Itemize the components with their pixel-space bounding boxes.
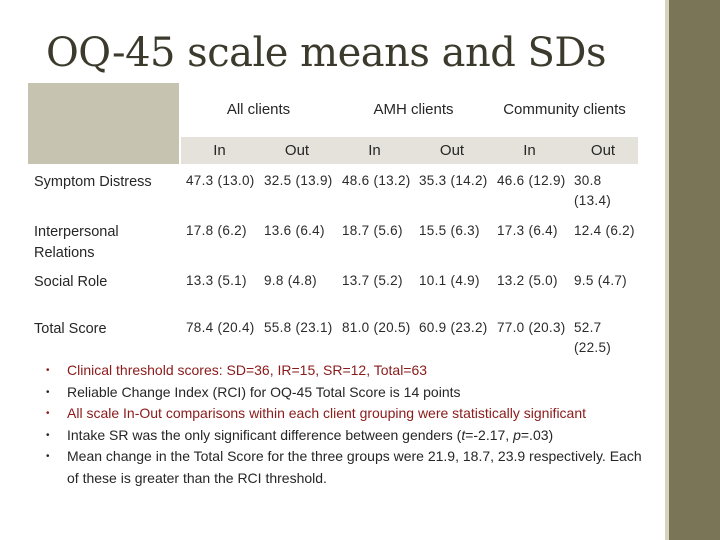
bullet-icon: •: [46, 451, 50, 462]
note-item: • Mean change in the Total Score for the…: [44, 446, 644, 489]
table-cell: 12.4 (6.2): [568, 214, 638, 264]
note-italic-p: p: [513, 426, 521, 443]
table-cell: 52.7 (22.5): [568, 311, 638, 358]
row-label: Total Score: [28, 311, 180, 358]
note-text-pre: Intake SR was the only significant diffe…: [67, 426, 462, 443]
table-cell: 35.3 (14.2): [413, 164, 491, 214]
bullet-icon: •: [46, 365, 50, 376]
table-cell: 10.1 (4.9): [413, 264, 491, 311]
subhead-out: Out: [568, 136, 638, 164]
note-item: • Clinical threshold scores: SD=36, IR=1…: [44, 360, 644, 382]
bullet-icon: •: [46, 386, 50, 398]
right-decorative-band: [665, 0, 720, 540]
table-cell: 77.0 (20.3): [491, 311, 568, 358]
group-all-clients: All clients: [180, 83, 336, 137]
header-corner: [28, 83, 181, 164]
oq45-table-container: All clients AMH clients Community client…: [28, 83, 638, 358]
note-text: All scale In-Out comparisons within each…: [67, 405, 587, 421]
bullet-icon: •: [46, 429, 50, 441]
row-label: Social Role: [28, 264, 180, 311]
row-label: Interpersonal Relations: [28, 214, 180, 264]
table-cell: 46.6 (12.9): [491, 164, 568, 214]
note-text: Reliable Change Index (RCI) for OQ-45 To…: [67, 383, 461, 400]
table-cell: 18.7 (5.6): [336, 214, 413, 264]
note-text: Mean change in the Total Score for the t…: [67, 448, 642, 486]
table-cell: 78.4 (20.4): [180, 311, 258, 358]
subhead-out: Out: [258, 136, 336, 164]
note-item: • Intake SR was the only significant dif…: [44, 425, 644, 447]
table-cell: 30.8 (13.4): [568, 164, 638, 214]
table-cell: 9.5 (4.7): [568, 264, 638, 311]
row-label: Symptom Distress: [28, 164, 180, 214]
group-community-clients: Community clients: [491, 83, 638, 137]
table-cell: 55.8 (23.1): [258, 311, 336, 358]
table-row: Symptom Distress 47.3 (13.0) 32.5 (13.9)…: [28, 164, 638, 214]
table-cell: 13.2 (5.0): [491, 264, 568, 311]
table-row: Total Score 78.4 (20.4) 55.8 (23.1) 81.0…: [28, 311, 638, 358]
note-text: Clinical threshold scores: SD=36, IR=15,…: [67, 362, 428, 378]
table-cell: 48.6 (13.2): [336, 164, 413, 214]
note-text-post: =.03): [520, 426, 554, 443]
subhead-out: Out: [413, 136, 491, 164]
table-cell: 13.6 (6.4): [258, 214, 336, 264]
note-text-mid: =-2.17,: [465, 426, 514, 443]
subhead-in: In: [491, 136, 568, 164]
table-cell: 13.7 (5.2): [336, 264, 413, 311]
notes-list: • Clinical threshold scores: SD=36, IR=1…: [44, 360, 644, 489]
subhead-in: In: [336, 136, 413, 164]
group-amh-clients: AMH clients: [336, 83, 491, 137]
table-cell: 17.8 (6.2): [180, 214, 258, 264]
table-cell: 47.3 (13.0): [180, 164, 258, 214]
table-cell: 9.8 (4.8): [258, 264, 336, 311]
slide-title: OQ-45 scale means and SDs: [46, 30, 607, 76]
table-row: Interpersonal Relations 17.8 (6.2) 13.6 …: [28, 214, 638, 264]
note-item: • All scale In-Out comparisons within ea…: [44, 403, 644, 425]
bullet-icon: •: [46, 408, 50, 419]
note-item: • Reliable Change Index (RCI) for OQ-45 …: [44, 382, 644, 404]
table-cell: 17.3 (6.4): [491, 214, 568, 264]
note-italic-t: t: [461, 426, 466, 443]
oq45-table: All clients AMH clients Community client…: [28, 83, 638, 358]
table-row: Social Role 13.3 (5.1) 9.8 (4.8) 13.7 (5…: [28, 264, 638, 311]
table-cell: 60.9 (23.2): [413, 311, 491, 358]
band-strip: [665, 0, 669, 540]
table-cell: 15.5 (6.3): [413, 214, 491, 264]
subhead-in: In: [180, 136, 258, 164]
table-cell: 32.5 (13.9): [258, 164, 336, 214]
table-cell: 81.0 (20.5): [336, 311, 413, 358]
table-cell: 13.3 (5.1): [180, 264, 258, 311]
